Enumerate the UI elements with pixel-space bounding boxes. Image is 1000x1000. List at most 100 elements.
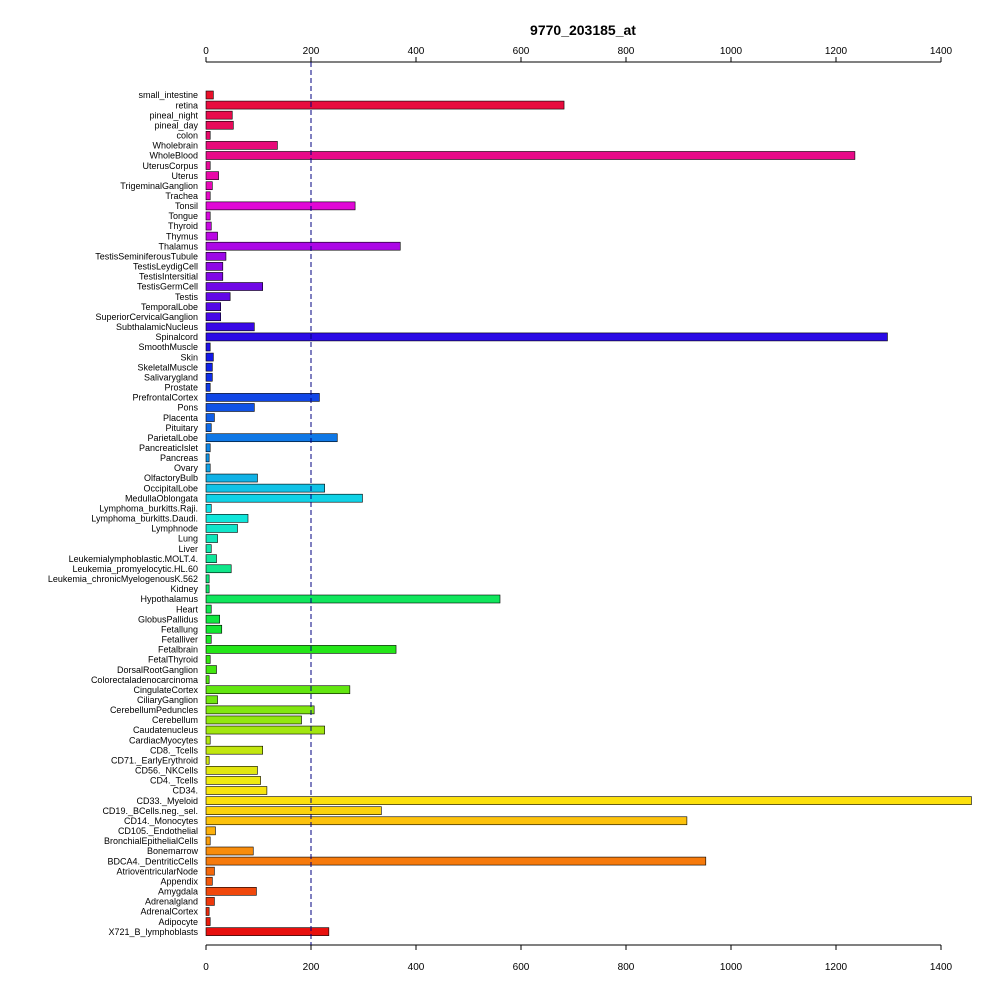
category-label-pineal_night: pineal_night <box>149 110 198 120</box>
category-label-Caudatenucleus: Caudatenucleus <box>133 725 199 735</box>
bar-Placenta <box>205 413 215 422</box>
category-label-CD105._Endothelial: CD105._Endothelial <box>118 826 198 836</box>
bar-Kidney <box>205 584 210 594</box>
bar-SkeletalMuscle <box>205 362 213 372</box>
bar-AtrioventricularNode <box>205 866 215 876</box>
bar-TemporalLobe <box>205 302 221 311</box>
category-label-small_intestine: small_intestine <box>138 90 198 100</box>
bar-Thalamus <box>205 241 401 251</box>
category-label-TestisLeydigCell: TestisLeydigCell <box>133 262 198 272</box>
category-label-SubthalamicNucleus: SubthalamicNucleus <box>116 322 199 332</box>
category-label-Salivarygland: Salivarygland <box>144 372 198 382</box>
bar-Appendix <box>205 876 213 886</box>
bar-SmoothMuscle <box>205 342 211 352</box>
bottom-x-axis: 0 200 400 600 800 1000 1200 1400 <box>203 944 953 973</box>
bar-BronchialEpithelialCells <box>205 836 211 846</box>
category-label-Placenta: Placenta <box>163 413 198 423</box>
bar-CD34. <box>205 786 268 795</box>
category-label-CD56._NKCells: CD56._NKCells <box>135 766 199 776</box>
category-label-Leukemialymphoblastic.MOLT.4.: Leukemialymphoblastic.MOLT.4. <box>69 554 198 564</box>
category-labels: small_intestineretinapineal_nightpineal_… <box>48 90 199 937</box>
bar-Lymphnode <box>205 524 238 533</box>
category-label-DorsalRootGanglion: DorsalRootGanglion <box>117 665 198 675</box>
category-label-Colorectaladenocarcinoma: Colorectaladenocarcinoma <box>91 675 198 685</box>
bar-Fetallung <box>205 624 223 634</box>
bar-CingulateCortex <box>205 685 351 695</box>
top-tick-label: 1000 <box>720 46 743 57</box>
bar-Lymphoma_burkitts.Raji. <box>205 503 212 513</box>
category-label-Adrenalgland: Adrenalgland <box>145 897 198 907</box>
bar-WholeBlood <box>205 151 856 160</box>
top-tick-label: 800 <box>618 46 635 57</box>
category-label-TestisGermCell: TestisGermCell <box>137 282 198 292</box>
top-tick-label: 1200 <box>825 46 848 57</box>
chart-title: 9770_203185_at <box>530 22 636 38</box>
bar-Leukemia_chronicMyelogenousK.562 <box>205 574 210 584</box>
top-tick-label: 600 <box>513 46 530 57</box>
top-tick-label: 200 <box>303 46 320 57</box>
category-label-FetalThyroid: FetalThyroid <box>148 655 198 665</box>
category-label-Ovary: Ovary <box>174 463 199 473</box>
bottom-tick-label: 1200 <box>825 962 848 973</box>
category-label-CD19._BCells.neg._sel.: CD19._BCells.neg._sel. <box>102 806 198 816</box>
category-label-colon: colon <box>176 131 198 141</box>
bar-UterusCorpus <box>205 161 211 170</box>
category-label-Amygdala: Amygdala <box>158 887 198 897</box>
bar-Amygdala <box>205 887 257 896</box>
bottom-tick-label: 400 <box>408 962 425 973</box>
category-label-Liver: Liver <box>178 544 198 554</box>
bar-OccipitalLobe <box>205 483 325 493</box>
bar-pineal_night <box>205 110 233 120</box>
bar-Heart <box>205 604 212 614</box>
category-label-SkeletalMuscle: SkeletalMuscle <box>137 362 198 372</box>
category-label-Lymphoma_burkitts.Daudi.: Lymphoma_burkitts.Daudi. <box>91 514 198 524</box>
bar-Caudatenucleus <box>205 725 325 735</box>
bar-MedullaOblongata <box>205 493 363 503</box>
category-label-AtrioventricularNode: AtrioventricularNode <box>116 866 198 876</box>
category-label-Fetalbrain: Fetalbrain <box>158 645 198 655</box>
category-label-Fetalliver: Fetalliver <box>161 635 198 645</box>
bar-small_intestine <box>205 90 214 100</box>
category-label-Lymphnode: Lymphnode <box>151 524 198 534</box>
bar-Pancreas <box>205 453 210 463</box>
category-label-retina: retina <box>175 100 198 110</box>
bar-Bonemarrow <box>205 846 254 856</box>
bar-Lymphoma_burkitts.Daudi. <box>205 514 249 523</box>
bottom-tick-label: 600 <box>513 962 530 973</box>
bar-Pituitary <box>205 423 212 432</box>
bar-Fetalliver <box>205 635 212 644</box>
category-label-Tonsil: Tonsil <box>175 201 198 211</box>
bar-TestisSeminiferousTubule <box>205 251 227 261</box>
category-label-Testis: Testis <box>175 292 199 302</box>
category-label-UterusCorpus: UterusCorpus <box>142 161 198 171</box>
category-label-pineal_day: pineal_day <box>154 120 198 130</box>
bar-GlobusPallidus <box>205 614 220 624</box>
bar-CardiacMyocytes <box>205 735 211 745</box>
bar-Pons <box>205 403 255 412</box>
bar-CD56._NKCells <box>205 766 258 775</box>
category-label-Appendix: Appendix <box>160 876 198 886</box>
category-label-Wholebrain: Wholebrain <box>152 141 198 151</box>
bar-Tonsil <box>205 201 356 211</box>
bar-Trachea <box>205 191 211 201</box>
top-tick-label: 0 <box>203 46 209 57</box>
category-label-Pancreas: Pancreas <box>160 453 199 463</box>
category-label-Skin: Skin <box>180 352 198 362</box>
category-label-Pituitary: Pituitary <box>165 423 198 433</box>
category-label-CD14._Monocytes: CD14._Monocytes <box>124 816 199 826</box>
category-label-CD71._EarlyErythroid: CD71._EarlyErythroid <box>111 755 198 765</box>
bar-CiliaryGanglion <box>205 695 218 705</box>
bar-TestisGermCell <box>205 282 264 291</box>
top-tick-label: 1400 <box>930 46 953 57</box>
bar-TrigeminalGanglion <box>205 181 213 191</box>
category-label-Leukemia_chronicMyelogenousK.562: Leukemia_chronicMyelogenousK.562 <box>48 574 198 584</box>
category-label-CingulateCortex: CingulateCortex <box>133 685 198 695</box>
category-label-Kidney: Kidney <box>170 584 198 594</box>
bar-SuperiorCervicalGanglion <box>205 312 221 322</box>
top-x-axis: 0 200 400 600 800 1000 1200 1400 <box>203 46 953 63</box>
bar-pineal_day <box>205 120 234 130</box>
bar-series <box>205 90 972 936</box>
bar-TestisLeydigCell <box>205 262 224 271</box>
category-label-Thyroid: Thyroid <box>168 221 198 231</box>
